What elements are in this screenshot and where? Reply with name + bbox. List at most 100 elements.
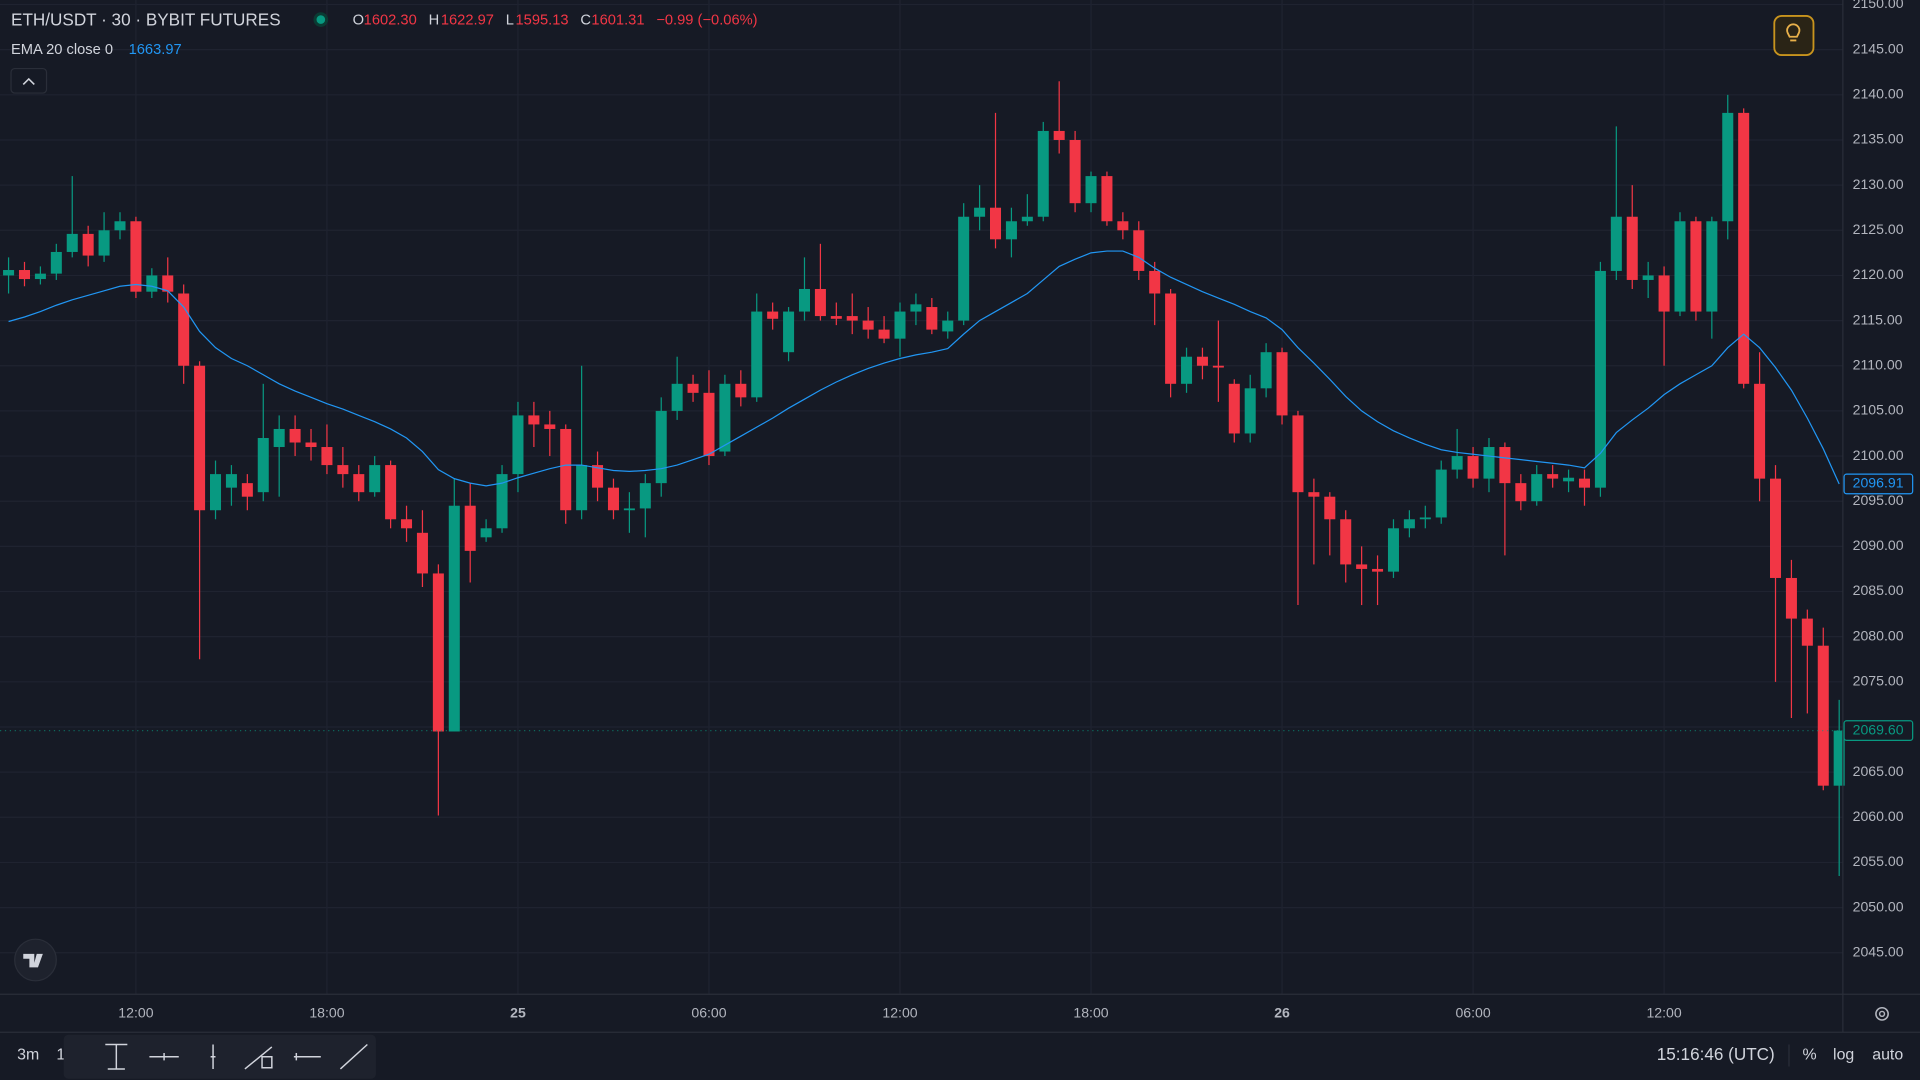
candle-body [1515,483,1527,502]
y-tick-label: 2140.00 [1853,86,1904,102]
candle-body [1563,477,1575,482]
candle-body [1483,447,1495,479]
candle-body [846,316,858,321]
candle-body [623,508,635,511]
candle-body [767,311,779,319]
price-change: −0.99 (−0.06%) [656,13,757,29]
candle-body [1451,456,1463,470]
candle-body [1674,221,1686,312]
candle-body [655,410,667,484]
tool-icon[interactable] [149,1053,179,1061]
candle-body [432,573,444,732]
x-tick-label: 18:00 [309,1005,344,1021]
candle-body [178,293,190,366]
y-tick-label: 2120.00 [1853,266,1904,282]
candle-body [1085,176,1097,204]
candle-body [639,483,651,509]
candle-body [1340,519,1352,565]
y-tick-label: 2145.00 [1853,40,1904,56]
candle-body [1642,275,1654,280]
log-button[interactable]: log [1833,1047,1854,1064]
ema-line [8,250,1840,487]
plot [0,81,1845,876]
auto-button[interactable]: auto [1872,1047,1903,1064]
candle-body [337,465,349,475]
candle-body [1738,112,1750,384]
candle-body [1387,528,1399,572]
y-tick-label: 2100.00 [1853,447,1904,463]
candle-body [1133,230,1145,271]
candle-body [305,442,317,448]
candle-body [942,320,954,332]
candle-body [894,311,906,339]
ohlc-value: 1595.13 [516,13,569,29]
x-tick-label: 06:00 [1455,1005,1490,1021]
tool-icon[interactable] [105,1043,128,1070]
settings-button[interactable] [1875,1006,1889,1021]
candle-body [1292,415,1304,493]
candle-body [1690,221,1702,312]
drawing-toolbar [63,1034,376,1079]
y-tick-label: 2105.00 [1853,402,1904,418]
clock: 15:16:46 (UTC) [1657,1044,1775,1064]
candle-body [1212,365,1224,368]
tool-icon[interactable] [293,1053,321,1061]
logo[interactable] [14,938,57,982]
candle-body [1276,352,1288,416]
candle-body [98,230,110,256]
candle-body [1531,474,1543,502]
candle-body [194,365,206,511]
candle-body [1165,293,1177,384]
x-tick-label: 12:00 [1646,1005,1681,1021]
last-price-label: 2069.60 [1853,721,1904,737]
candle-body [50,251,62,274]
candle-body [385,465,397,520]
candle-body [830,316,842,319]
candle-body [1181,356,1193,384]
candle-body [560,428,572,511]
candle-body [878,329,890,339]
candle-body [958,216,970,321]
candle-body [1149,270,1161,294]
candle-body [480,528,492,538]
candle-body [241,483,253,497]
candle-body [401,519,413,529]
candle-body [1196,356,1208,366]
candle-body [687,383,699,393]
candle-body [719,383,731,452]
candle-body [1260,352,1272,389]
ema-price-tag [1843,473,1914,495]
candle-body [496,474,508,529]
candle-body [1594,270,1606,488]
candle-body [1021,216,1033,222]
candle-body [1435,469,1447,518]
candle-body [1037,130,1049,217]
y-tick-label: 2135.00 [1853,131,1904,147]
y-tick-label: 2045.00 [1853,943,1904,959]
candle-body [751,311,763,398]
tool-icon[interactable] [210,1044,216,1069]
ideas-button[interactable] [1773,14,1815,57]
ema-price-label: 2096.91 [1853,475,1904,491]
collapse-button[interactable] [10,67,48,94]
candle-body [862,320,874,330]
interval-button[interactable]: 3m [17,1047,39,1064]
tool-icon[interactable] [244,1046,273,1070]
tool-icon[interactable] [339,1043,368,1070]
x-tick-label: 06:00 [691,1005,726,1021]
candle-body [544,424,556,429]
candle-body [1785,577,1797,619]
y-tick-label: 2050.00 [1853,898,1904,914]
y-tick-label: 2130.00 [1853,176,1904,192]
candle-body [1817,645,1829,786]
candle-body [798,288,810,312]
last-price-tag [1843,720,1914,741]
candle-body [289,428,301,443]
status-dot [316,15,326,24]
percent-button[interactable]: % [1802,1047,1816,1064]
candle-body [671,383,683,411]
ohlc-key: C [580,13,591,29]
